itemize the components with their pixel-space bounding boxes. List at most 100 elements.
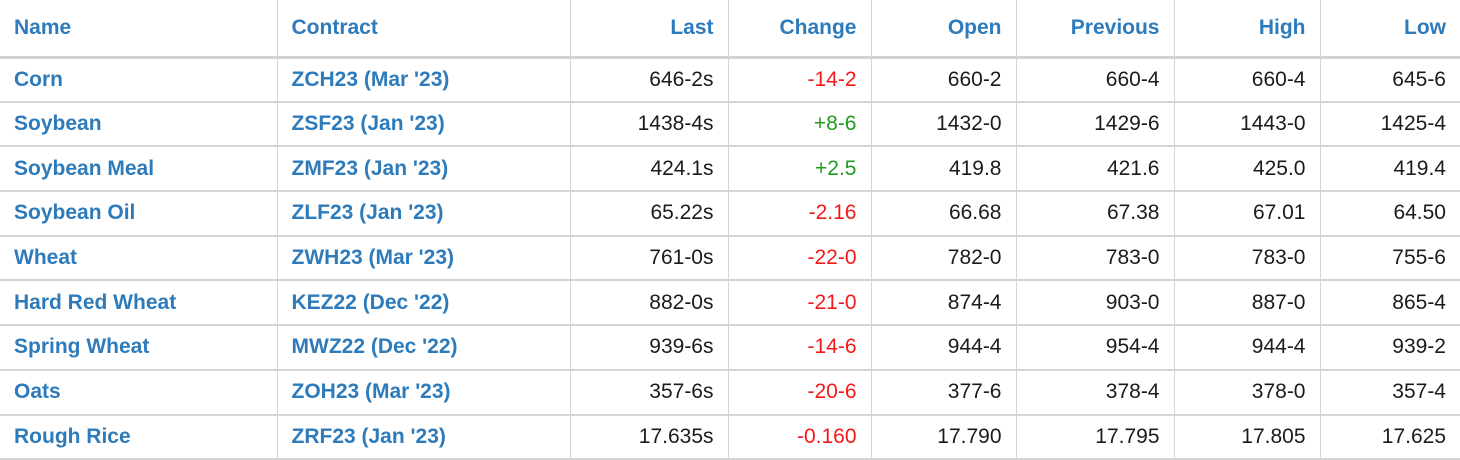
- previous-cell: 903-0: [1015, 280, 1174, 327]
- contract-symbol-link[interactable]: ZMF23 (Jan '23): [291, 156, 449, 180]
- contract-symbol-link[interactable]: ZWH23 (Mar '23): [291, 246, 455, 270]
- contract-symbol-link[interactable]: KEZ22 (Dec '22): [291, 290, 450, 314]
- contract-symbol-link[interactable]: MWZ22 (Dec '22): [291, 335, 458, 359]
- column-header-high[interactable]: High: [1173, 0, 1320, 59]
- last-cell: 761-0s: [569, 235, 728, 282]
- table-row: Rough Rice ZRF23 (Jan '23) 17.635s -0.160 17…: [0, 414, 1460, 460]
- high-cell: 17.805: [1173, 414, 1320, 460]
- contract-cell: ZMF23 (Jan '23): [276, 146, 570, 193]
- open-cell: 874-4: [870, 280, 1016, 327]
- change-cell: -21-0: [727, 280, 871, 327]
- column-header-name[interactable]: Name: [0, 0, 277, 59]
- contract-symbol-link[interactable]: ZCH23 (Mar '23): [291, 67, 450, 91]
- column-header-low[interactable]: Low: [1319, 0, 1460, 59]
- table-row: Soybean Oil ZLF23 (Jan '23) 65.22s -2.16 66.…: [0, 191, 1460, 237]
- contract-symbol-link[interactable]: ZOH23 (Mar '23): [291, 380, 451, 404]
- name-cell: Corn: [0, 57, 277, 103]
- previous-cell: 660-4: [1015, 57, 1174, 103]
- name-cell: Soybean Meal: [0, 146, 277, 193]
- contract-cell: ZWH23 (Mar '23): [276, 235, 570, 282]
- contract-cell: ZLF23 (Jan '23): [276, 191, 570, 237]
- low-cell: 755-6: [1319, 235, 1460, 282]
- high-cell: 67.01: [1173, 191, 1320, 237]
- commodity-name-link[interactable]: Soybean Oil: [14, 201, 136, 225]
- table-header: Name Contract Last Change Open Previous High Lo…: [0, 0, 1460, 59]
- name-cell: Spring Wheat: [0, 325, 277, 371]
- open-cell: 660-2: [870, 57, 1016, 103]
- last-cell: 65.22s: [569, 191, 728, 237]
- last-cell: 646-2s: [569, 57, 728, 103]
- commodity-name-link[interactable]: Soybean Meal: [14, 156, 155, 180]
- change-cell: -22-0: [727, 235, 871, 282]
- name-cell: Hard Red Wheat: [0, 280, 277, 327]
- high-cell: 783-0: [1173, 235, 1320, 282]
- previous-cell: 783-0: [1015, 235, 1174, 282]
- low-cell: 17.625: [1319, 414, 1460, 460]
- name-cell: Rough Rice: [0, 414, 277, 460]
- commodity-name-link[interactable]: Soybean: [14, 112, 102, 136]
- low-cell: 645-6: [1319, 57, 1460, 103]
- commodity-name-link[interactable]: Rough Rice: [14, 424, 131, 448]
- previous-cell: 67.38: [1015, 191, 1174, 237]
- open-cell: 419.8: [870, 146, 1016, 193]
- low-cell: 939-2: [1319, 325, 1460, 371]
- commodity-name-link[interactable]: Wheat: [14, 246, 77, 270]
- table-row: Soybean Meal ZMF23 (Jan '23) 424.1s +2.5 419…: [0, 146, 1460, 193]
- high-cell: 887-0: [1173, 280, 1320, 327]
- column-header-previous[interactable]: Previous: [1015, 0, 1174, 59]
- last-cell: 939-6s: [569, 325, 728, 371]
- change-cell: -0.160: [727, 414, 871, 460]
- contract-symbol-link[interactable]: ZSF23 (Jan '23): [291, 112, 445, 136]
- commodity-name-link[interactable]: Spring Wheat: [14, 335, 150, 359]
- last-cell: 882-0s: [569, 280, 728, 327]
- previous-cell: 421.6: [1015, 146, 1174, 193]
- high-cell: 944-4: [1173, 325, 1320, 371]
- last-cell: 1438-4s: [569, 101, 728, 148]
- open-cell: 377-6: [870, 369, 1016, 416]
- table-row: Wheat ZWH23 (Mar '23) 761-0s -22-0 782-0 783-…: [0, 235, 1460, 282]
- last-cell: 17.635s: [569, 414, 728, 460]
- change-cell: -20-6: [727, 369, 871, 416]
- previous-cell: 954-4: [1015, 325, 1174, 371]
- change-cell: +8-6: [727, 101, 871, 148]
- commodity-name-link[interactable]: Hard Red Wheat: [14, 290, 177, 314]
- high-cell: 378-0: [1173, 369, 1320, 416]
- change-cell: -14-2: [727, 57, 871, 103]
- low-cell: 64.50: [1319, 191, 1460, 237]
- commodity-name-link[interactable]: Oats: [14, 380, 61, 404]
- commodity-name-link[interactable]: Corn: [14, 67, 63, 91]
- previous-cell: 17.795: [1015, 414, 1174, 460]
- last-cell: 424.1s: [569, 146, 728, 193]
- contract-cell: ZRF23 (Jan '23): [276, 414, 570, 460]
- low-cell: 865-4: [1319, 280, 1460, 327]
- contract-cell: ZSF23 (Jan '23): [276, 101, 570, 148]
- name-cell: Oats: [0, 369, 277, 416]
- table-row: Hard Red Wheat KEZ22 (Dec '22) 882-0s -21-0…: [0, 280, 1460, 327]
- table-row: Spring Wheat MWZ22 (Dec '22) 939-6s -14-6 94…: [0, 325, 1460, 371]
- change-cell: +2.5: [727, 146, 871, 193]
- change-cell: -2.16: [727, 191, 871, 237]
- column-header-last[interactable]: Last: [569, 0, 728, 59]
- contract-cell: KEZ22 (Dec '22): [276, 280, 570, 327]
- open-cell: 782-0: [870, 235, 1016, 282]
- previous-cell: 378-4: [1015, 369, 1174, 416]
- low-cell: 1425-4: [1319, 101, 1460, 148]
- name-cell: Wheat: [0, 235, 277, 282]
- contract-symbol-link[interactable]: ZLF23 (Jan '23): [291, 201, 444, 225]
- contract-symbol-link[interactable]: ZRF23 (Jan '23): [291, 424, 446, 448]
- high-cell: 660-4: [1173, 57, 1320, 103]
- open-cell: 66.68: [870, 191, 1016, 237]
- contract-cell: ZOH23 (Mar '23): [276, 369, 570, 416]
- column-header-change[interactable]: Change: [727, 0, 871, 59]
- column-header-open[interactable]: Open: [870, 0, 1016, 59]
- high-cell: 1443-0: [1173, 101, 1320, 148]
- column-header-contract[interactable]: Contract: [276, 0, 570, 59]
- previous-cell: 1429-6: [1015, 101, 1174, 148]
- change-cell: -14-6: [727, 325, 871, 371]
- contract-cell: MWZ22 (Dec '22): [276, 325, 570, 371]
- table-row: Oats ZOH23 (Mar '23) 357-6s -20-6 377-6 378-4…: [0, 369, 1460, 416]
- name-cell: Soybean: [0, 101, 277, 148]
- low-cell: 419.4: [1319, 146, 1460, 193]
